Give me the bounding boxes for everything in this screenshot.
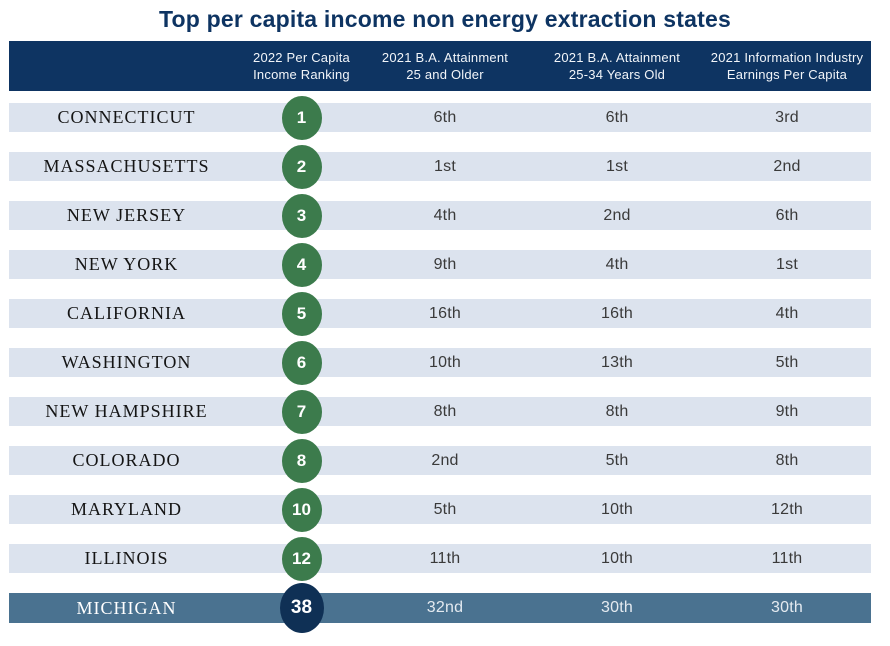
ba-attainment-25-older-value: 6th: [433, 108, 457, 126]
table-row: CALIFORNIA 5 16th 16th 4th: [9, 291, 871, 336]
ba-attainment-25-older-value: 5th: [433, 500, 457, 518]
table-row: COLORADO 8 2nd 5th 8th: [9, 438, 871, 483]
state-name: NEW YORK: [74, 254, 179, 274]
rankings-table: 2022 Per Capita Income Ranking 2021 B.A.…: [9, 41, 871, 633]
header-info-earnings: 2021 Information Industry Earnings Per C…: [710, 50, 864, 82]
table-row: ILLINOIS 12 11th 10th 11th: [9, 536, 871, 581]
rank-badge-cell: 2: [244, 144, 359, 189]
ba-attainment-25-older-value: 9th: [433, 255, 457, 273]
table-row: NEW YORK 4 9th 4th 1st: [9, 242, 871, 287]
rank-number: 1: [296, 107, 307, 127]
state-name: COLORADO: [72, 450, 181, 470]
state-name: MARYLAND: [70, 499, 182, 519]
rank-number: 2: [296, 156, 307, 176]
info-industry-earnings-value: 12th: [771, 500, 803, 518]
rank-badge: 6: [281, 340, 322, 385]
info-industry-earnings-value: 6th: [775, 206, 799, 224]
rank-badge: 5: [281, 291, 322, 336]
header-income-ranking: 2022 Per Capita Income Ranking: [253, 50, 350, 82]
info-industry-earnings-value: 2nd: [773, 157, 801, 175]
ba-attainment-25-older-value: 2nd: [431, 451, 459, 469]
state-name: CONNECTICUT: [57, 107, 196, 127]
page-title: Top per capita income non energy extract…: [159, 6, 731, 32]
rank-badge-cell: 10: [244, 487, 359, 532]
info-industry-earnings-value: 11th: [771, 549, 803, 567]
rank-badge-cell: 38: [244, 583, 359, 633]
ba-attainment-25-older-value: 10th: [429, 353, 461, 371]
rank-badge-cell: 8: [244, 438, 359, 483]
rank-badge-cell: 3: [244, 193, 359, 238]
table-row: MASSACHUSETTS 2 1st 1st 2nd: [9, 144, 871, 189]
ba-attainment-25-34-value: 30th: [601, 599, 633, 616]
table-row: MARYLAND 10 5th 10th 12th: [9, 487, 871, 532]
rank-badge: 3: [281, 193, 322, 238]
ba-attainment-25-older-value: 16th: [429, 304, 461, 322]
rank-badge: 7: [281, 389, 322, 434]
rank-badge-cell: 6: [244, 340, 359, 385]
info-industry-earnings-value: 3rd: [775, 108, 799, 126]
rank-badge: 10: [281, 487, 322, 532]
ba-attainment-25-34-value: 1st: [606, 157, 628, 175]
ba-attainment-25-34-value: 6th: [605, 108, 629, 126]
table-row: NEW HAMPSHIRE 7 8th 8th 9th: [9, 389, 871, 434]
table-row: MICHIGAN 38 32nd 30th 30th: [9, 583, 871, 633]
ba-attainment-25-34-value: 2nd: [603, 206, 631, 224]
state-name: MASSACHUSETTS: [43, 156, 210, 176]
rank-number: 10: [292, 499, 311, 519]
state-name: NEW HAMPSHIRE: [45, 401, 208, 421]
rank-number: 8: [296, 450, 307, 470]
ba-attainment-25-34-value: 10th: [601, 549, 633, 567]
info-industry-earnings-value: 4th: [775, 304, 799, 322]
rank-badge: 38: [279, 583, 324, 633]
table-row: CONNECTICUT 1 6th 6th 3rd: [9, 95, 871, 140]
table-body: CONNECTICUT 1 6th 6th 3rd MASSACHUSETTS 2 1st 1s…: [9, 95, 871, 633]
rank-number: 38: [290, 597, 313, 618]
table-header: 2022 Per Capita Income Ranking 2021 B.A.…: [9, 41, 871, 91]
ba-attainment-25-34-value: 10th: [601, 500, 633, 518]
rank-number: 4: [296, 254, 307, 274]
state-name: CALIFORNIA: [66, 303, 186, 323]
info-industry-earnings-value: 9th: [775, 402, 799, 420]
ba-attainment-25-older-value: 32nd: [426, 599, 464, 616]
table-row: NEW JERSEY 3 4th 2nd 6th: [9, 193, 871, 238]
rank-badge: 1: [281, 95, 322, 140]
rank-badge-cell: 7: [244, 389, 359, 434]
info-industry-earnings-value: 30th: [771, 599, 803, 616]
ba-attainment-25-older-value: 4th: [433, 206, 457, 224]
ba-attainment-25-34-value: 4th: [605, 255, 629, 273]
info-industry-earnings-value: 8th: [775, 451, 799, 469]
rank-number: 5: [296, 303, 307, 323]
rank-number: 12: [292, 548, 311, 568]
state-name: ILLINOIS: [84, 548, 169, 568]
rank-badge: 12: [281, 536, 322, 581]
table-row: WASHINGTON 6 10th 13th 5th: [9, 340, 871, 385]
header-ba-25-34: 2021 B.A. Attainment 25-34 Years Old: [553, 50, 681, 82]
ba-attainment-25-older-value: 1st: [434, 157, 456, 175]
rank-badge-cell: 1: [244, 95, 359, 140]
state-name: WASHINGTON: [61, 352, 192, 372]
rank-number: 6: [296, 352, 307, 372]
rank-badge-cell: 4: [244, 242, 359, 287]
rank-badge-cell: 5: [244, 291, 359, 336]
rank-number: 7: [296, 401, 307, 421]
info-industry-earnings-value: 1st: [776, 255, 798, 273]
header-ba-25-older: 2021 B.A. Attainment 25 and Older: [381, 50, 509, 82]
ba-attainment-25-34-value: 8th: [605, 402, 629, 420]
ba-attainment-25-34-value: 13th: [601, 353, 633, 371]
state-name: NEW JERSEY: [66, 205, 187, 225]
state-name: MICHIGAN: [76, 597, 177, 618]
info-industry-earnings-value: 5th: [775, 353, 799, 371]
rank-badge-cell: 12: [244, 536, 359, 581]
rank-number: 3: [296, 205, 307, 225]
ba-attainment-25-34-value: 16th: [601, 304, 633, 322]
ba-attainment-25-older-value: 8th: [433, 402, 457, 420]
ba-attainment-25-older-value: 11th: [429, 549, 461, 567]
rank-badge: 4: [281, 242, 322, 287]
ba-attainment-25-34-value: 5th: [605, 451, 629, 469]
rank-badge: 2: [281, 144, 322, 189]
rank-badge: 8: [281, 438, 322, 483]
